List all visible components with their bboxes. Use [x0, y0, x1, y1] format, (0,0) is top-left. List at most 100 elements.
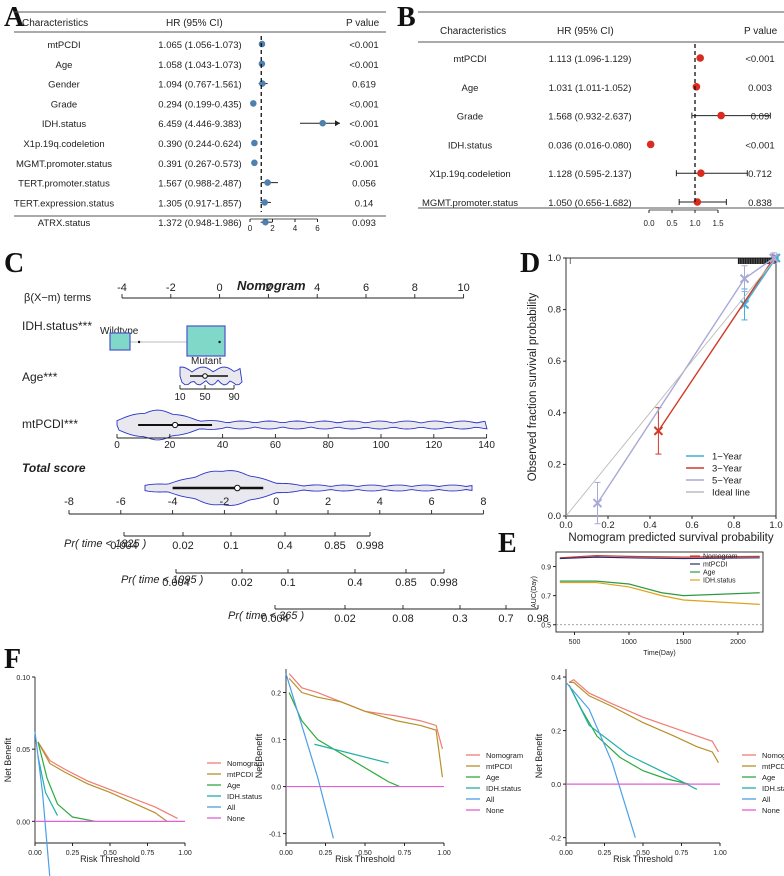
forest-a-row-name: Age: [56, 60, 73, 71]
forest-a-row-name: IDH.status: [42, 119, 87, 130]
dca1-x-tick-label: 0.25: [66, 850, 80, 857]
dca1-x-tick-label: 0.50: [103, 850, 117, 857]
forest-b-point: [697, 169, 705, 177]
dca2-legend-label: Age: [486, 773, 499, 782]
panel-letter-f: F: [4, 644, 21, 675]
forest-b-point: [696, 54, 704, 62]
forest-a-point: [250, 100, 257, 107]
forest-b-header-char: Characteristics: [440, 26, 506, 37]
dca1-legend-label: None: [227, 814, 245, 823]
dca3-line-4: [565, 681, 636, 838]
forest-b-row-name: IDH.status: [448, 140, 493, 151]
dca3-x-tick-label: 1.00: [713, 850, 727, 857]
forest-a-header-p: P value: [346, 18, 380, 29]
forest-a-row-hr: 1.065 (1.056-1.073): [158, 40, 241, 51]
nomogram-age-tick-label: 10: [174, 392, 186, 403]
calib-y-tick-label: 0.4: [548, 408, 561, 419]
dca2-y-tick-label: -0.1: [269, 832, 281, 839]
nomogram-mtpcdi-tick-label: 20: [164, 440, 176, 451]
nomogram-mtpcdi-tick-label: 140: [478, 440, 495, 451]
forest-a-row-p: 0.056: [352, 179, 376, 190]
nomogram-beta-tick-label: 0: [217, 282, 223, 294]
dca2-x-label: Risk Threshold: [335, 854, 395, 864]
forest-a-tick-label: 6: [315, 224, 320, 233]
forest-a-point: [259, 80, 266, 87]
forest-a-point: [258, 40, 266, 48]
calib-y-tick-label: 0.2: [548, 459, 561, 470]
forest-a-row-name: X1p.19q.codeletion: [23, 139, 104, 150]
nomogram-pr1095-tick-label: 0.998: [430, 577, 458, 589]
calib-x-tick-label: 0.8: [727, 520, 740, 531]
nomogram-total-tick-label: 2: [325, 496, 331, 508]
forest-a-row-hr: 1.567 (0.988-2.487): [158, 179, 241, 190]
forest-a-point: [319, 119, 326, 127]
dca3-legend-label: Nomogram: [762, 751, 784, 760]
calib-x-tick-label: 0.0: [559, 520, 572, 531]
dca1-line-3: [37, 756, 59, 816]
forest-a-row-p: 0.093: [352, 218, 376, 229]
nomogram-wildtype-label: Wildtype: [100, 326, 139, 337]
forest-b-row-name: mtPCDI: [453, 54, 486, 65]
dca3-y-tick-label: 0.2: [551, 729, 561, 736]
nomogram-pr1825-tick-label: 0.02: [172, 540, 193, 552]
dca2-y-label: Net Benefit: [254, 733, 264, 778]
forest-b-point: [692, 83, 701, 91]
nomogram-pr1825-tick-label: 0.998: [356, 540, 384, 552]
auc-y-tick-label: 0.7: [541, 594, 551, 601]
dca1-x-label: Risk Threshold: [80, 854, 140, 864]
nomogram: Nomogram β(X−m) terms IDH.status*** Age*…: [22, 278, 549, 625]
nomogram-pr1825-label: Pr( time < 1825 ): [64, 538, 147, 550]
forest-a-point: [264, 179, 271, 186]
forest-a-row-p: <0.001: [349, 139, 378, 150]
forest-b-header-hr: HR (95% CI): [557, 26, 614, 37]
nomogram-pr365-tick-label: 0.02: [334, 613, 355, 625]
nomogram-total-tick-label: -6: [116, 496, 126, 508]
dca1-x-tick-label: 0.00: [28, 850, 42, 857]
dca2-line-2: [288, 692, 400, 788]
forest-b-point: [717, 111, 725, 120]
dca1-legend-label: Age: [227, 781, 240, 790]
forest-b-header-p: P value: [744, 26, 778, 37]
auc-y-label: AUC(Day): [531, 576, 538, 608]
forest-b-row-p: 0.838: [748, 198, 772, 209]
auc-x-tick-label: 1500: [676, 639, 692, 646]
forest-a-ci-arrow: [335, 120, 340, 127]
panel-letter-e: E: [498, 528, 517, 559]
forest-a-row-hr: 0.294 (0.199-0.435): [158, 99, 241, 110]
forest-a-row-hr: 1.305 (0.917-1.857): [158, 198, 241, 209]
forest-b-tick-label: 1.0: [689, 219, 701, 228]
dca1-x-tick-label: 1.00: [178, 850, 192, 857]
nomogram-mtpcdi-tick-label: 0: [114, 440, 120, 451]
forest-a-row-p: <0.001: [349, 99, 378, 110]
forest-a-row-name: TERT.expression.status: [14, 198, 114, 209]
calib-x-tick-label: 0.6: [685, 520, 698, 531]
forest-a-tick-label: 0: [248, 224, 253, 233]
forest-a-tick-label: 4: [293, 224, 298, 233]
dca3-y-tick-label: 0.4: [551, 675, 561, 682]
dca3-legend-label: Age: [762, 773, 775, 782]
calib-line-3: [565, 257, 777, 517]
nomogram-pr1825-tick-label: 0.85: [324, 540, 345, 552]
calib-x-tick-label: 0.4: [643, 520, 656, 531]
auc-legend-label: Age: [703, 570, 716, 577]
nomogram-mtpcdi-tick-label: 60: [270, 440, 282, 451]
nomogram-total-violin: [144, 470, 473, 506]
dca1-line-4: [34, 731, 51, 876]
nomogram-idh-mutant-dot: [218, 340, 221, 344]
dca-plot-3: 0.00 0.25 0.50 0.75 1.00 -0.2 0.0 0.2 0.4 Risk Th…: [534, 669, 784, 864]
nomogram-beta-tick-label: -2: [166, 282, 176, 294]
auc-y-tick-label: 0.9: [541, 565, 551, 572]
auc-x-tick-label: 1000: [621, 639, 637, 646]
nomogram-total-median: [234, 484, 241, 492]
nomogram-pr1825-tick-label: 0.1: [223, 540, 238, 552]
auc-x-tick-label: 500: [569, 639, 581, 646]
calib-point: [739, 273, 750, 284]
forest-a-point: [261, 199, 268, 206]
dca1-legend-label: Nomogram: [227, 759, 264, 768]
forest-a-point: [258, 60, 266, 68]
auc-legend-label: mtPCDI: [703, 562, 728, 569]
forest-a-row-p: 0.14: [355, 198, 374, 209]
forest-a-header-hr: HR (95% CI): [166, 18, 223, 29]
forest-a-row-p: <0.001: [349, 159, 378, 170]
forest-a-row-p: <0.001: [349, 119, 378, 130]
